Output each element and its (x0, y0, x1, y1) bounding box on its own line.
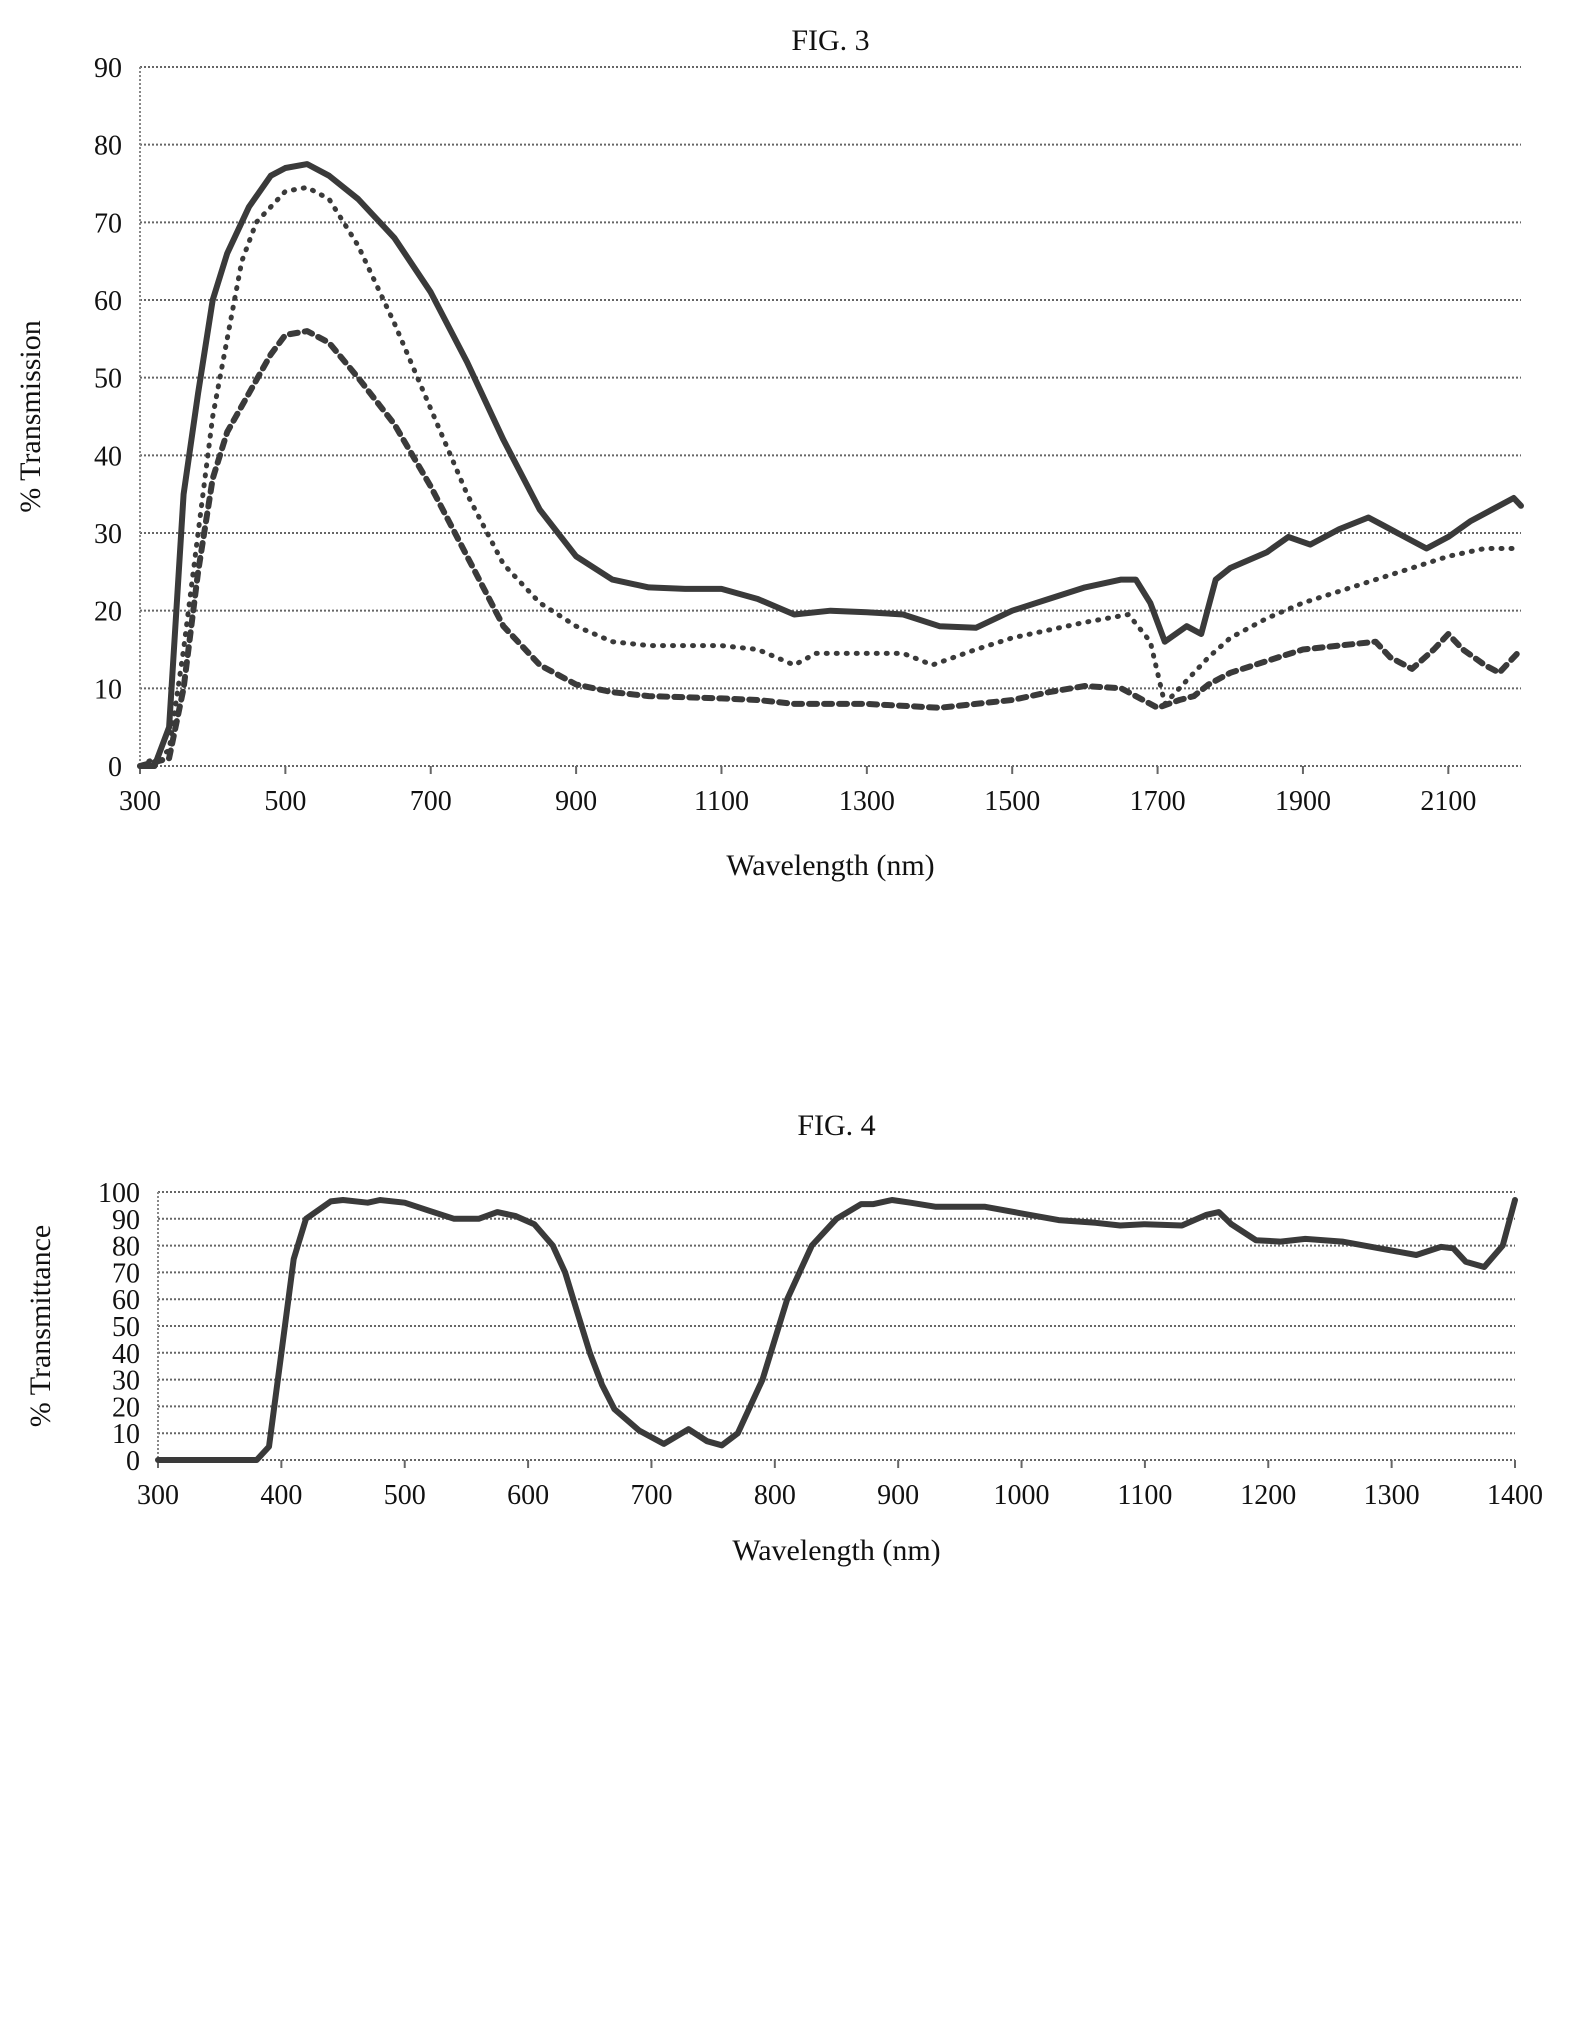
x-tick-label: 300 (137, 1480, 179, 1511)
y-tick-label: 50 (112, 1312, 140, 1343)
y-tick-label: 0 (126, 1446, 140, 1477)
y-tick-label: 50 (94, 364, 122, 395)
figure-canvas: FIG. 30102030405060708090300500700900110… (0, 0, 1570, 2032)
chart-title: FIG. 3 (791, 24, 869, 57)
x-tick-label: 300 (119, 786, 161, 817)
y-tick-label: 40 (94, 441, 122, 472)
x-tick-label: 700 (630, 1480, 672, 1511)
y-tick-label: 40 (112, 1339, 140, 1370)
y-tick-label: 30 (94, 519, 122, 550)
y-tick-label: 70 (94, 208, 122, 239)
x-tick-label: 1100 (694, 786, 749, 817)
x-tick-label: 1900 (1275, 786, 1331, 817)
y-tick-label: 10 (94, 674, 122, 705)
y-tick-label: 80 (112, 1232, 140, 1263)
y-axis-label: % Transmittance (24, 1225, 57, 1428)
x-tick-label: 1300 (839, 786, 895, 817)
y-tick-label: 20 (112, 1392, 140, 1423)
y-tick-label: 80 (94, 131, 122, 162)
x-tick-label: 1100 (1117, 1480, 1172, 1511)
x-tick-label: 600 (507, 1480, 549, 1511)
y-tick-label: 60 (112, 1285, 140, 1316)
y-tick-label: 0 (108, 752, 122, 783)
x-tick-label: 1300 (1364, 1480, 1420, 1511)
x-axis-label: Wavelength (nm) (726, 849, 934, 882)
x-axis-label: Wavelength (nm) (732, 1534, 940, 1567)
y-tick-label: 60 (94, 286, 122, 317)
y-axis-label: % Transmission (14, 320, 47, 513)
y-tick-label: 90 (112, 1205, 140, 1236)
x-tick-label: 400 (260, 1480, 302, 1511)
x-tick-label: 1200 (1240, 1480, 1296, 1511)
x-tick-label: 1400 (1487, 1480, 1543, 1511)
x-tick-label: 1000 (994, 1480, 1050, 1511)
x-tick-label: 900 (555, 786, 597, 817)
x-tick-label: 700 (410, 786, 452, 817)
y-tick-label: 30 (112, 1366, 140, 1397)
y-tick-label: 10 (112, 1419, 140, 1450)
x-tick-label: 2100 (1420, 786, 1476, 817)
series-line-dashed (140, 331, 1521, 766)
y-tick-label: 100 (98, 1178, 140, 1209)
y-tick-label: 20 (94, 597, 122, 628)
series-line-transmittance (158, 1200, 1515, 1460)
series-line-solid (140, 164, 1521, 766)
x-tick-label: 1500 (984, 786, 1040, 817)
x-tick-label: 500 (384, 1480, 426, 1511)
y-tick-label: 70 (112, 1258, 140, 1289)
chart-title: FIG. 4 (797, 1109, 875, 1142)
y-tick-label: 90 (94, 53, 122, 84)
series-line-dotted (140, 187, 1521, 766)
x-tick-label: 800 (754, 1480, 796, 1511)
x-tick-label: 900 (877, 1480, 919, 1511)
x-tick-label: 1700 (1130, 786, 1186, 817)
x-tick-label: 500 (264, 786, 306, 817)
